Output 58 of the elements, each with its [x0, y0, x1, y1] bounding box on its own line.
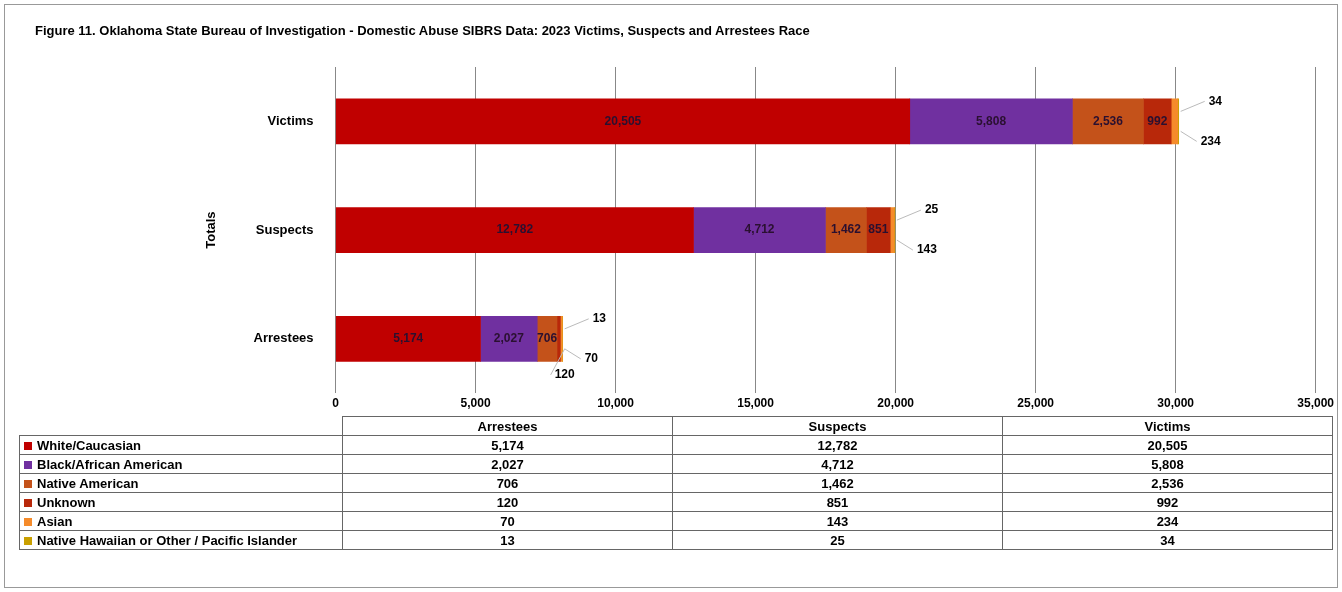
text: 12,782: [817, 437, 858, 453]
data-label: 143: [916, 242, 938, 257]
data-label: 1,462: [830, 222, 862, 237]
category-label: Arrestees: [477, 418, 538, 434]
data-label: 2,027: [493, 331, 525, 346]
category-label: Suspects: [808, 418, 867, 434]
chart-title: Figure 11. Oklahoma State Bureau of Investigation - Domestic Abuse SIBRS Data: 2023 Victims, Suspects and Arrestees Race: [35, 23, 810, 38]
text: 4,712: [821, 456, 854, 472]
y-tick-label: Victims: [267, 112, 314, 128]
data-label: 992: [1147, 113, 1168, 128]
data-label: 4,712: [744, 222, 775, 237]
data-label: 25: [924, 202, 939, 217]
text: 120: [496, 494, 519, 510]
text: 34: [1160, 532, 1175, 548]
x-tick-label: 10,000: [597, 395, 635, 410]
y-tick-label: Arrestees: [253, 330, 314, 346]
data-label: 120: [554, 367, 576, 382]
text: 13: [500, 532, 515, 548]
text: 1,462: [821, 475, 854, 491]
y-axis-title: Totals: [203, 211, 219, 249]
text: 5,808: [1151, 456, 1184, 472]
data-label: 5,174: [393, 331, 424, 346]
legend-label: Black/African American: [19, 454, 343, 474]
x-tick-label: 5,000: [460, 395, 491, 410]
y-tick-label: Suspects: [255, 221, 314, 237]
x-tick-label: 35,000: [1297, 395, 1335, 410]
data-label: 5,808: [976, 113, 1007, 128]
legend-label: Native American: [19, 473, 343, 493]
legend-label: Native Hawaiian or Other / Pacific Islander: [19, 530, 343, 550]
data-label: 34: [1208, 93, 1223, 108]
legend-label: Asian: [19, 511, 343, 531]
data-label: 12,782: [496, 222, 534, 237]
legend-label: White/Caucasian: [19, 435, 343, 455]
legend-label: Unknown: [19, 492, 343, 512]
data-label: 706: [537, 331, 558, 346]
x-tick-label: 25,000: [1017, 395, 1055, 410]
text: 992: [1156, 494, 1179, 510]
x-tick-label: 0: [332, 395, 340, 410]
data-label: 20,505: [604, 113, 642, 128]
x-tick-label: 30,000: [1157, 395, 1195, 410]
text: 70: [500, 513, 515, 529]
text: 234: [1156, 513, 1179, 529]
data-label: 13: [592, 311, 607, 326]
data-label: 70: [584, 351, 599, 366]
data-label: 234: [1200, 133, 1222, 148]
text: 25: [830, 532, 845, 548]
data-label: 851: [868, 222, 889, 237]
text: 20,505: [1147, 437, 1188, 453]
text: 706: [496, 475, 519, 491]
x-tick-label: 20,000: [877, 395, 915, 410]
text: 143: [826, 513, 849, 529]
text: 2,536: [1151, 475, 1184, 491]
text: 5,174: [491, 437, 524, 453]
text: 851: [826, 494, 849, 510]
category-label: Victims: [1144, 418, 1191, 434]
text: 2,027: [491, 456, 524, 472]
data-label: 2,536: [1092, 113, 1124, 128]
x-tick-label: 15,000: [737, 395, 775, 410]
